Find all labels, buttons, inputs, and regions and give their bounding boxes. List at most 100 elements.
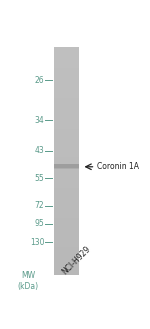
Bar: [54, 258, 79, 260]
Bar: [54, 165, 79, 167]
Bar: [54, 273, 79, 275]
Bar: [54, 110, 79, 112]
Bar: [54, 142, 79, 144]
Bar: [54, 231, 79, 233]
Bar: [54, 216, 79, 218]
Bar: [54, 72, 79, 74]
Bar: [54, 61, 79, 62]
Bar: [54, 87, 79, 89]
Bar: [54, 164, 79, 169]
Bar: [54, 104, 79, 106]
Bar: [54, 161, 79, 163]
Bar: [54, 59, 79, 61]
Bar: [54, 108, 79, 110]
Text: 72: 72: [35, 201, 44, 210]
Bar: [54, 172, 79, 174]
Bar: [54, 241, 79, 243]
Text: 26: 26: [35, 76, 44, 85]
Bar: [54, 262, 79, 264]
Bar: [54, 57, 79, 59]
Bar: [54, 49, 79, 51]
Text: 55: 55: [34, 174, 44, 183]
Bar: [54, 254, 79, 256]
Bar: [54, 264, 79, 266]
Bar: [54, 53, 79, 55]
Bar: [54, 182, 79, 184]
Bar: [54, 81, 79, 83]
Bar: [54, 146, 79, 148]
Bar: [54, 220, 79, 222]
Bar: [54, 205, 79, 207]
Bar: [54, 62, 79, 64]
Bar: [54, 83, 79, 85]
Bar: [54, 267, 79, 269]
Bar: [54, 64, 79, 66]
Bar: [54, 131, 79, 133]
Bar: [54, 191, 79, 193]
Bar: [54, 102, 79, 104]
Text: 34: 34: [34, 115, 44, 125]
Bar: [54, 243, 79, 245]
Bar: [54, 78, 79, 79]
Bar: [54, 176, 79, 178]
Bar: [54, 269, 79, 271]
Bar: [54, 168, 79, 169]
Bar: [54, 137, 79, 138]
Bar: [54, 140, 79, 142]
Bar: [54, 55, 79, 57]
Bar: [54, 163, 79, 165]
Bar: [54, 209, 79, 211]
Bar: [54, 237, 79, 239]
Bar: [54, 228, 79, 230]
Bar: [54, 150, 79, 152]
Bar: [54, 246, 79, 248]
Bar: [54, 135, 79, 137]
Bar: [54, 89, 79, 91]
Bar: [54, 252, 79, 254]
Bar: [54, 203, 79, 205]
Bar: [54, 66, 79, 68]
Bar: [54, 235, 79, 237]
Bar: [54, 76, 79, 78]
Bar: [54, 199, 79, 201]
Bar: [54, 188, 79, 190]
Bar: [54, 201, 79, 203]
Bar: [54, 213, 79, 214]
Bar: [54, 170, 79, 172]
Bar: [54, 197, 79, 199]
Bar: [54, 222, 79, 224]
Bar: [54, 260, 79, 262]
Bar: [54, 155, 79, 157]
Bar: [54, 47, 79, 49]
Bar: [54, 256, 79, 258]
Bar: [54, 226, 79, 228]
Text: Coronin 1A: Coronin 1A: [97, 162, 139, 171]
Bar: [54, 193, 79, 195]
Bar: [54, 51, 79, 53]
Bar: [54, 117, 79, 119]
Bar: [54, 68, 79, 70]
Text: 43: 43: [34, 146, 44, 155]
Bar: [54, 100, 79, 102]
Bar: [54, 119, 79, 121]
Bar: [54, 79, 79, 81]
Bar: [54, 174, 79, 176]
Bar: [54, 129, 79, 131]
Bar: [54, 153, 79, 155]
Bar: [54, 114, 79, 115]
Bar: [54, 112, 79, 114]
Bar: [54, 148, 79, 150]
Text: 130: 130: [30, 238, 44, 246]
Bar: [54, 184, 79, 186]
Bar: [54, 233, 79, 235]
Bar: [54, 106, 79, 108]
Bar: [54, 159, 79, 161]
Bar: [54, 207, 79, 209]
Bar: [54, 98, 79, 100]
Bar: [54, 180, 79, 182]
Bar: [54, 115, 79, 117]
Bar: [54, 133, 79, 135]
Bar: [54, 266, 79, 267]
Text: 95: 95: [34, 219, 44, 228]
Bar: [54, 218, 79, 220]
